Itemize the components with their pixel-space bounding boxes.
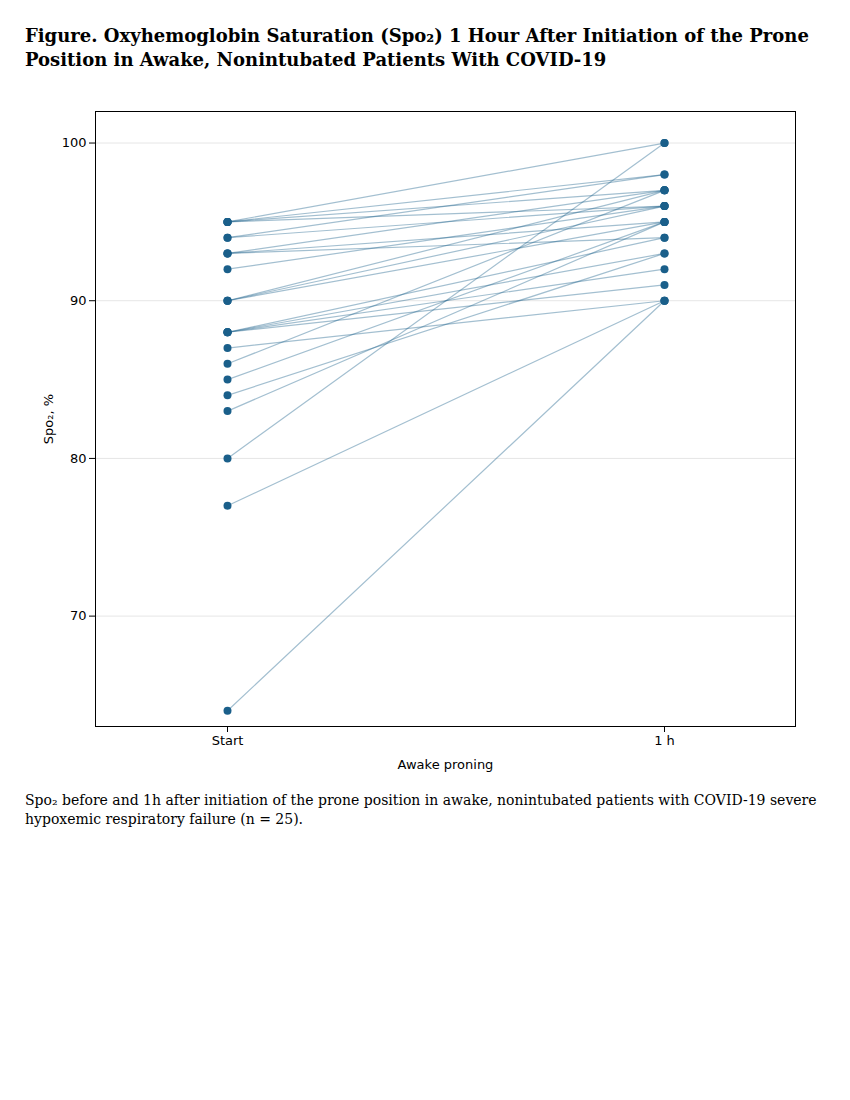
html-text:Spo₂ before and 1h after initi: Spo₂ before and 1h after initiation of t…	[25, 791, 817, 828]
svg-text:80: 80	[70, 450, 87, 465]
svg-text:100: 100	[62, 135, 87, 150]
svg-text:Spo₂, %: Spo₂, %	[41, 393, 56, 443]
svg-text:70: 70	[70, 608, 87, 623]
svg-text:Start: Start	[212, 732, 244, 747]
svg-text:Awake proning: Awake proning	[398, 756, 494, 771]
svg-text:1 h: 1 h	[654, 732, 675, 747]
svg-text:90: 90	[70, 292, 87, 307]
html-text:Figure. Oxyhemoglobin Saturati: Figure. Oxyhemoglobin Saturation (Spo₂) …	[25, 25, 809, 71]
